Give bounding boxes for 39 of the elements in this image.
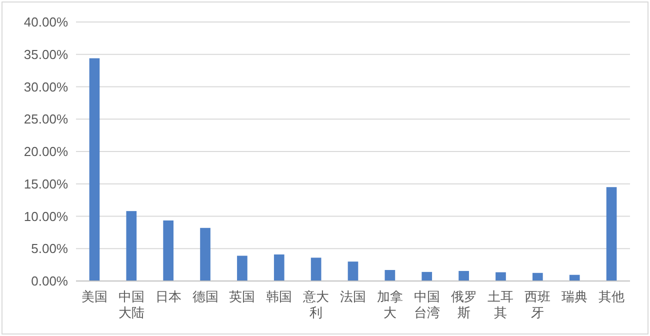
bar (274, 254, 284, 281)
x-tick-label: 西班牙 (524, 289, 551, 320)
x-tick-label: 加拿大 (376, 289, 403, 320)
bar (310, 258, 322, 281)
bar (89, 58, 100, 281)
x-tick-label: 日本 (155, 289, 182, 304)
bar (200, 228, 210, 281)
y-tick-label: 0.00% (31, 274, 68, 289)
y-tick-label: 35.00% (24, 46, 68, 62)
bar (384, 270, 396, 281)
x-tick-label: 美国 (81, 289, 108, 304)
x-tick-label: 韩国 (266, 289, 292, 304)
x-tick-label: 法国 (340, 289, 366, 304)
y-tick-label: 5.00% (31, 241, 68, 256)
x-tick-label: 瑞典 (562, 289, 588, 304)
bar (606, 187, 617, 281)
x-tick-label: 德国 (192, 289, 218, 304)
x-tick-label: 土耳其 (488, 289, 514, 320)
y-tick-label: 15.00% (24, 176, 68, 192)
bar (237, 256, 248, 281)
x-tick-label: 中国大陆 (118, 289, 144, 320)
x-tick-label: 意大利 (302, 289, 330, 320)
x-tick-label: 其他 (598, 289, 625, 304)
x-tick-label: 英国 (229, 289, 256, 304)
bar (458, 270, 469, 281)
bar (532, 272, 543, 281)
y-tick-label: 30.00% (24, 79, 68, 94)
bar (163, 220, 174, 281)
x-tick-label: 中国台湾 (414, 289, 440, 320)
y-tick-label: 40.00% (24, 14, 68, 30)
y-tick-label: 25.00% (24, 112, 68, 127)
y-tick-label: 20.00% (24, 144, 68, 160)
bar (348, 262, 358, 281)
x-tick-label: 俄罗斯 (450, 289, 477, 320)
bar (126, 211, 137, 281)
bar (569, 274, 580, 281)
y-tick-label: 10.00% (24, 208, 68, 224)
bar (496, 272, 506, 281)
bar (422, 272, 432, 281)
